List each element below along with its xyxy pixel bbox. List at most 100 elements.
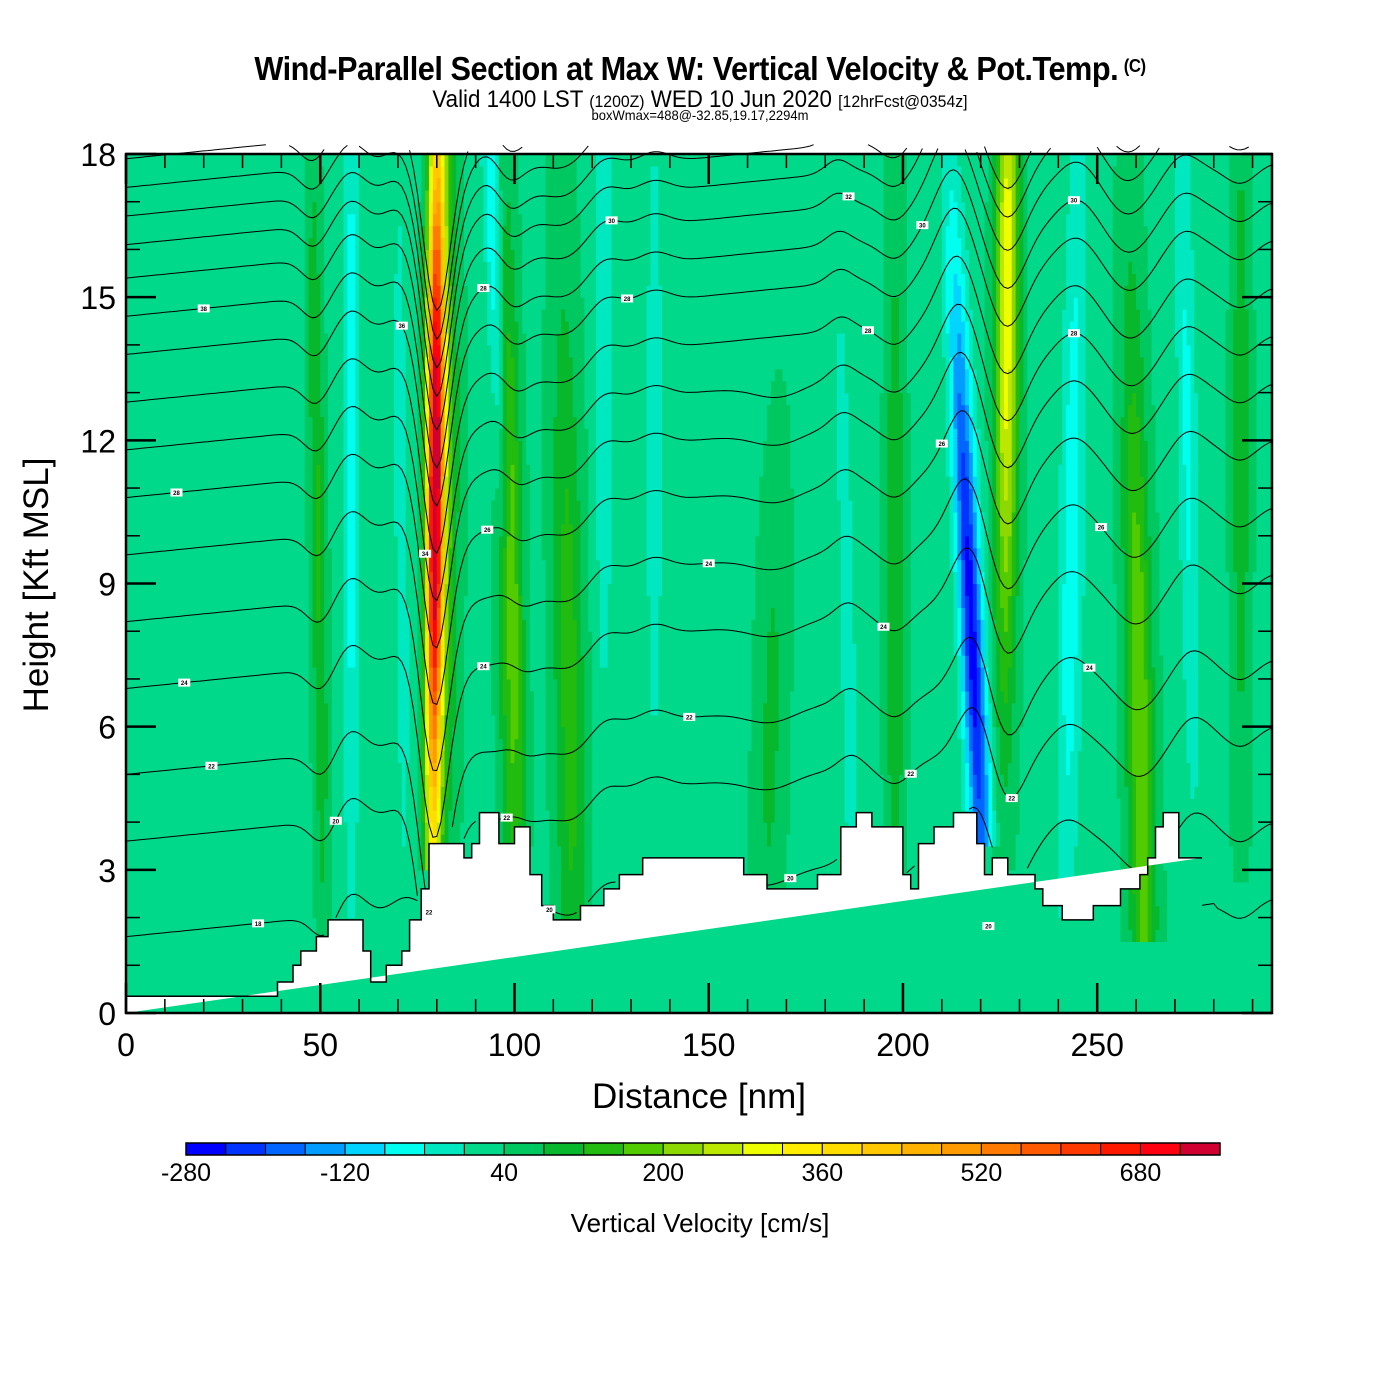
chart-title: Wind-Parallel Section at Max W: Vertical… — [49, 50, 1351, 88]
velocity-cell — [968, 154, 974, 310]
velocity-cell — [1000, 201, 1005, 453]
x-tick-label: 50 — [302, 1027, 338, 1063]
velocity-cell — [899, 893, 904, 1014]
velocity-cell — [409, 154, 415, 1014]
velocity-cell — [328, 965, 333, 1014]
velocity-cell — [829, 154, 834, 1014]
velocity-cell — [1221, 154, 1226, 1014]
velocity-cell — [1155, 929, 1160, 943]
velocity-cell — [429, 631, 434, 668]
velocity-cell — [1101, 154, 1106, 1014]
velocity-cell — [996, 177, 1001, 513]
y-tick-label: 0 — [98, 996, 116, 1032]
velocity-cell — [658, 285, 663, 597]
y-tick-label: 6 — [98, 710, 116, 746]
velocity-cell — [425, 774, 430, 823]
colorbar-title: Vertical Velocity [cm/s] — [571, 1208, 830, 1238]
velocity-cell — [1186, 344, 1192, 561]
isentrope-label-box — [877, 622, 890, 631]
velocity-cell — [724, 154, 729, 1014]
velocity-cell — [160, 154, 166, 1014]
velocity-cell — [1062, 714, 1067, 919]
velocity-cell — [1085, 154, 1091, 1014]
velocity-cell — [425, 189, 430, 251]
velocity-cell — [432, 213, 438, 227]
velocity-cell — [945, 476, 951, 1014]
velocity-cell — [572, 619, 578, 847]
velocity-cell — [840, 154, 846, 334]
velocity-cell — [976, 154, 982, 430]
velocity-cell — [988, 607, 993, 704]
isentrope-label: 20 — [985, 925, 992, 931]
isentrope-label-box — [170, 488, 183, 497]
velocity-cell — [549, 154, 554, 943]
velocity-cell — [1007, 595, 1013, 668]
velocity-cell — [1062, 154, 1067, 310]
velocity-cell — [432, 643, 438, 668]
velocity-cell — [564, 154, 570, 322]
velocity-cell — [432, 189, 438, 215]
velocity-cell — [258, 154, 263, 1014]
velocity-cell — [976, 667, 982, 799]
velocity-cell — [1147, 154, 1153, 310]
velocity-cell — [1233, 881, 1238, 1014]
colorbar-tick-label: -120 — [320, 1159, 370, 1187]
velocity-cell — [961, 452, 966, 561]
velocity-cell — [972, 547, 978, 585]
velocity-cell — [440, 165, 446, 203]
velocity-cell — [984, 201, 990, 441]
velocity-cell — [1000, 452, 1005, 537]
velocity-cell — [304, 547, 310, 1014]
copyright-mark: (C) — [1123, 56, 1146, 76]
velocity-cell — [1147, 678, 1153, 943]
isentrope-label-box — [395, 321, 408, 330]
y-axis-title: Height [Kft MSL] — [17, 458, 56, 713]
velocity-cell — [945, 225, 951, 334]
velocity-cell — [1233, 309, 1238, 573]
velocity-cell — [452, 726, 457, 871]
velocity-cell — [436, 225, 442, 251]
velocity-cell — [436, 344, 442, 418]
velocity-cell — [965, 440, 970, 477]
velocity-cell — [1190, 154, 1195, 251]
velocity-cell — [1000, 774, 1005, 871]
velocity-cell — [495, 404, 500, 489]
velocity-cell — [1120, 547, 1125, 943]
velocity-cell — [599, 154, 605, 668]
velocity-cell — [708, 154, 714, 1014]
isentrope-label-box — [543, 905, 556, 914]
velocity-cell — [957, 285, 962, 334]
velocity-cell — [774, 750, 780, 919]
velocity-cell — [1174, 154, 1180, 358]
velocity-cell — [968, 786, 974, 823]
velocity-cell — [1155, 154, 1160, 513]
velocity-cell — [650, 165, 655, 716]
velocity-cell — [833, 154, 838, 1014]
velocity-cell — [1132, 893, 1137, 943]
isentrope-label-box — [1067, 196, 1080, 205]
velocity-cell — [1237, 690, 1242, 883]
isentrope-contours — [125, 144, 1273, 938]
velocity-cell — [1139, 154, 1145, 358]
velocity-cell — [506, 822, 512, 847]
isentrope-label-box — [477, 284, 490, 293]
velocity-cell — [429, 738, 434, 764]
colorbar-swatch — [941, 1142, 982, 1156]
velocity-cell — [844, 392, 850, 823]
velocity-cell — [176, 154, 181, 1014]
velocity-cell — [1027, 154, 1032, 1014]
velocity-cell — [203, 154, 209, 1014]
x-tick-label: 150 — [682, 1027, 735, 1063]
velocity-cell — [980, 154, 986, 513]
velocity-cell — [522, 154, 527, 334]
velocity-cell — [1233, 154, 1238, 310]
velocity-cell — [1069, 154, 1075, 322]
velocity-cell — [324, 702, 329, 799]
velocity-cell — [491, 392, 496, 501]
velocity-cell — [825, 154, 830, 1014]
velocity-cell — [440, 667, 446, 716]
velocity-cell — [1081, 595, 1087, 1014]
velocity-cell — [1225, 154, 1230, 310]
velocity-cell — [164, 154, 170, 1014]
velocity-cell — [448, 810, 453, 871]
